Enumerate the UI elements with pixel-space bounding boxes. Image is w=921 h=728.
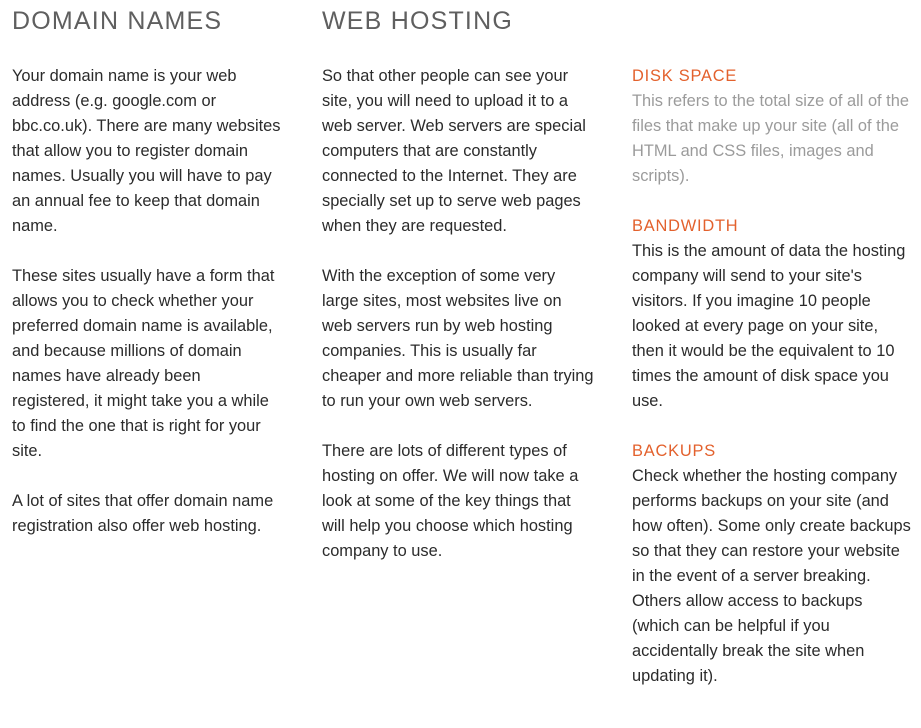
domain-names-paragraph: These sites usually have a form that all… bbox=[12, 267, 275, 460]
web-hosting-heading: WEB HOSTING bbox=[322, 7, 513, 35]
definition-backups: Check whether the hosting company perfor… bbox=[632, 467, 911, 685]
hosting-terms-column: DISK SPACE This refers to the total size… bbox=[632, 64, 912, 714]
term-disk-space: DISK SPACE bbox=[632, 67, 738, 85]
domain-names-paragraph: A lot of sites that offer domain name re… bbox=[12, 492, 274, 535]
domain-names-column: DOMAIN NAMES Your domain name is your we… bbox=[12, 0, 282, 539]
domain-names-heading: DOMAIN NAMES bbox=[12, 7, 223, 35]
term-backups: BACKUPS bbox=[632, 442, 716, 460]
web-hosting-paragraph: With the exception of some very large si… bbox=[322, 267, 594, 410]
web-hosting-paragraph: So that other people can see your site, … bbox=[322, 67, 586, 235]
domain-names-paragraph: Your domain name is your web address (e.… bbox=[12, 67, 281, 235]
definition-disk-space: This refers to the total size of all of … bbox=[632, 92, 909, 185]
web-hosting-column: WEB HOSTING So that other people can see… bbox=[322, 0, 594, 564]
web-hosting-paragraph: There are lots of different types of hos… bbox=[322, 442, 579, 560]
term-bandwidth: BANDWIDTH bbox=[632, 217, 739, 235]
definition-bandwidth: This is the amount of data the hosting c… bbox=[632, 242, 906, 410]
